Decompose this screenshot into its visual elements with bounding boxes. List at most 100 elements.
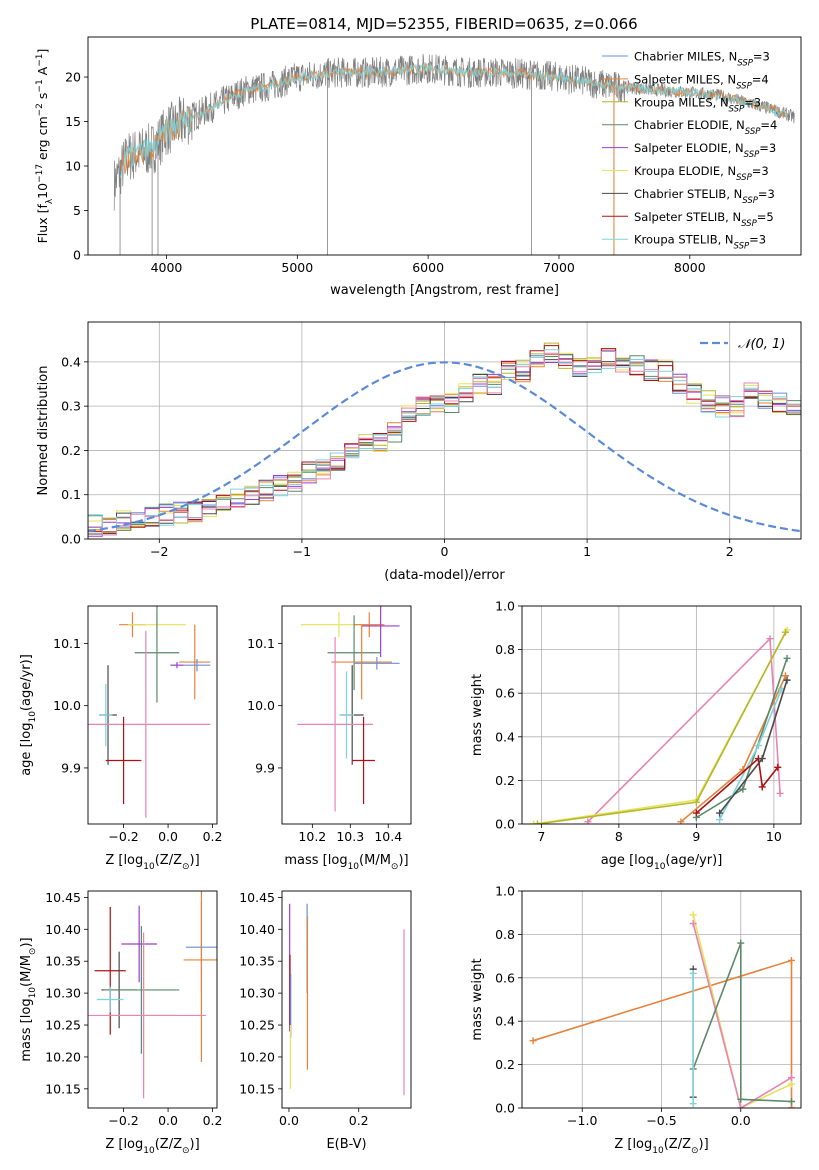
y-tick-label: 10.20 bbox=[239, 1049, 275, 1064]
legend-label-main: Kroupa MILES, N bbox=[634, 95, 729, 109]
weight-point-marker bbox=[692, 809, 700, 817]
legend-label-sub: SSP bbox=[742, 196, 758, 206]
legend-label: Kroupa STELIB, NSSP=3 bbox=[634, 233, 766, 252]
y-tick-label: 10.0 bbox=[247, 698, 275, 713]
y-axis-label-part: erg cm bbox=[35, 116, 50, 164]
y-tick-label: 10.45 bbox=[45, 890, 81, 905]
plot-frame bbox=[281, 605, 412, 825]
x-tick-label: 0 bbox=[441, 544, 449, 559]
label-subscript: 10 bbox=[143, 1146, 155, 1156]
legend-label: Salpeter MILES, NSSP=4 bbox=[634, 72, 769, 91]
y-axis-label-part: ] bbox=[35, 49, 50, 54]
weight-point-marker bbox=[689, 911, 697, 919]
y-tick-label: 10.15 bbox=[239, 1081, 275, 1096]
legend-label-main: Chabrier ELODIE, N bbox=[634, 118, 745, 132]
histogram-lines bbox=[88, 342, 801, 537]
y-tick-label: 1.0 bbox=[495, 884, 515, 899]
label-subscript: ⊙ bbox=[28, 948, 38, 956]
weight-series-line bbox=[692, 914, 792, 1108]
x-axis-label: (data-model)/error bbox=[384, 568, 505, 583]
weight-point-marker bbox=[716, 809, 724, 817]
spectrum-panel: 4000 5000 6000 7000 8000 0 5 10 15 20 wavelength [… bbox=[35, 36, 802, 298]
y-axis-label-part: −17 bbox=[35, 164, 45, 183]
label-part: log bbox=[634, 853, 654, 868]
weight-point-marker bbox=[758, 755, 766, 763]
x-tick-label: 7000 bbox=[543, 260, 575, 275]
weight-point-marker bbox=[776, 789, 784, 797]
weight-lines bbox=[530, 626, 791, 824]
legend-label-sub: SSP bbox=[741, 219, 757, 229]
y-tick-label: 5 bbox=[73, 203, 81, 218]
histogram-step bbox=[88, 345, 801, 533]
figure-title: PLATE=0814, MJD=52355, FIBERID=0635, z=0… bbox=[250, 15, 637, 33]
label-part: mass [ bbox=[284, 853, 327, 868]
legend-label-main: Salpeter ELODIE, N bbox=[634, 141, 744, 155]
label-part: (age/yr)] bbox=[665, 853, 722, 868]
legend-label: Chabrier STELIB, NSSP=3 bbox=[634, 187, 775, 206]
y-tick-label: 10.35 bbox=[45, 954, 81, 969]
label-part: )] bbox=[398, 853, 408, 868]
legend-label-main: Chabrier MILES, N bbox=[634, 50, 737, 64]
legend-label-main: Salpeter MILES, N bbox=[634, 72, 736, 86]
label-part: Z [ bbox=[614, 1137, 632, 1152]
label-part: Z [ bbox=[105, 853, 123, 868]
legend-label-sub: SSP bbox=[736, 173, 752, 183]
y-tick-label: 0.2 bbox=[495, 1057, 515, 1072]
y-tick-label: 15 bbox=[65, 114, 81, 129]
weight-point-marker bbox=[530, 820, 538, 824]
y-tick-label: 10.40 bbox=[239, 922, 275, 937]
weight-point-marker bbox=[737, 939, 745, 947]
histogram-step bbox=[88, 353, 801, 533]
weight-point-marker bbox=[737, 1095, 745, 1103]
label-subscript: 10 bbox=[28, 987, 38, 999]
label-part: (age/yr)] bbox=[19, 654, 34, 711]
y-tick-label: 10.25 bbox=[239, 1018, 275, 1033]
label-part: age [ bbox=[601, 853, 634, 868]
x-tick-label: 10.3 bbox=[336, 829, 364, 844]
label-subscript: ⊙ bbox=[391, 862, 399, 872]
label-part: E(B-V) bbox=[326, 1137, 366, 1152]
y-axis-label: Flux [fλ10−17 erg cm−2 s−1 A−1] bbox=[35, 49, 55, 244]
histogram-step bbox=[88, 349, 801, 536]
legend-label-sub: SSP bbox=[745, 127, 761, 137]
y-tick-label: 10.40 bbox=[45, 922, 81, 937]
legend-label-suffix: =3 bbox=[749, 233, 766, 247]
histogram-step bbox=[88, 354, 801, 535]
errorbars bbox=[88, 891, 217, 1099]
label-subscript: 10 bbox=[654, 862, 666, 872]
x-tick-label: 6000 bbox=[412, 260, 444, 275]
y-tick-label: 0.3 bbox=[61, 399, 81, 414]
plot-frame bbox=[521, 890, 802, 1109]
age-vs-z-panel: −0.2 0.0 0.29.910.010.1Z [log10(Z/Z⊙)]age … bbox=[19, 605, 222, 872]
histogram-step bbox=[88, 342, 801, 533]
y-tick-label: 10.1 bbox=[53, 636, 81, 651]
legend-label-suffix: =5 bbox=[757, 210, 774, 224]
label-part: log bbox=[123, 853, 143, 868]
legend-label: 𝒩(0, 1) bbox=[738, 337, 785, 352]
mass-weight-vs-z-panel: −1.0 −0.5 0.0 0.0 0.2 0.4 0.6 0.8 1.0 Z [log10(Z/… bbox=[470, 884, 802, 1156]
x-axis-label: E(B-V) bbox=[326, 1137, 366, 1152]
weight-series-line bbox=[692, 923, 792, 1108]
x-tick-label: 10.2 bbox=[298, 829, 326, 844]
legend-label: Kroupa MILES, NSSP=3 bbox=[634, 95, 761, 114]
y-tick-label: 10.35 bbox=[239, 954, 275, 969]
weight-point-marker bbox=[689, 920, 697, 928]
legend-label: Salpeter ELODIE, NSSP=3 bbox=[634, 141, 776, 160]
y-tick-label: 9.9 bbox=[255, 760, 275, 775]
mass-vs-ebv-panel: 0.0 0.2 10.15 10.20 10.25 10.30 10.35 10.40 10.4… bbox=[239, 890, 412, 1152]
x-tick-label: 0.2 bbox=[349, 1113, 369, 1128]
label-part: log bbox=[632, 1137, 652, 1152]
legend-label-main: Kroupa ELODIE, N bbox=[634, 164, 736, 178]
legend-label-main: Kroupa STELIB, N bbox=[634, 233, 734, 247]
x-tick-label: 0.0 bbox=[731, 1113, 751, 1128]
label-part: (Z/Z bbox=[664, 1137, 691, 1152]
label-part: (Z/Z bbox=[155, 853, 182, 868]
label-subscript: 10 bbox=[28, 711, 38, 723]
y-axis-label-part: 10 bbox=[35, 183, 50, 199]
y-tick-label: 10.0 bbox=[53, 698, 81, 713]
weight-point-marker bbox=[692, 798, 700, 806]
y-axis-label: mass weight bbox=[470, 674, 485, 756]
legend-label: Kroupa ELODIE, NSSP=3 bbox=[634, 164, 769, 183]
weight-point-marker bbox=[766, 635, 774, 643]
label-part: )] bbox=[699, 1137, 709, 1152]
